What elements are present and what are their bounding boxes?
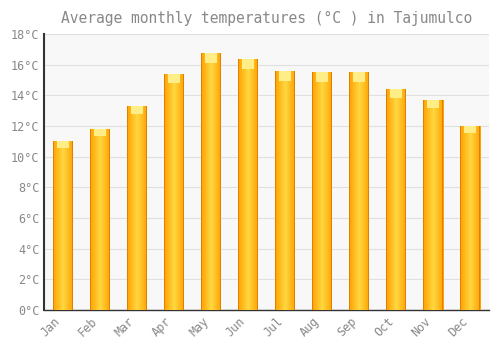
Bar [390, 89, 402, 98]
Bar [442, 100, 443, 310]
Bar [238, 59, 239, 310]
Bar [316, 72, 328, 82]
Bar [312, 72, 313, 310]
Bar [294, 71, 295, 310]
Bar [131, 106, 143, 114]
Bar [242, 59, 254, 69]
Title: Average monthly temperatures (°C ) in Tajumulco: Average monthly temperatures (°C ) in Ta… [61, 11, 472, 26]
Bar [183, 74, 184, 310]
Bar [72, 141, 73, 310]
Bar [464, 126, 476, 133]
Bar [168, 74, 180, 83]
Bar [257, 59, 258, 310]
Bar [53, 141, 54, 310]
Bar [349, 72, 350, 310]
Bar [331, 72, 332, 310]
Bar [386, 89, 387, 310]
Bar [368, 72, 369, 310]
Bar [353, 72, 366, 82]
Bar [427, 100, 440, 108]
Bar [205, 52, 217, 63]
Bar [146, 106, 147, 310]
Bar [279, 71, 291, 81]
Bar [127, 106, 128, 310]
Bar [423, 100, 424, 310]
Bar [201, 52, 202, 310]
Bar [94, 129, 106, 136]
Bar [460, 126, 461, 310]
Bar [109, 129, 110, 310]
Bar [57, 141, 69, 148]
Bar [220, 52, 221, 310]
Bar [275, 71, 276, 310]
